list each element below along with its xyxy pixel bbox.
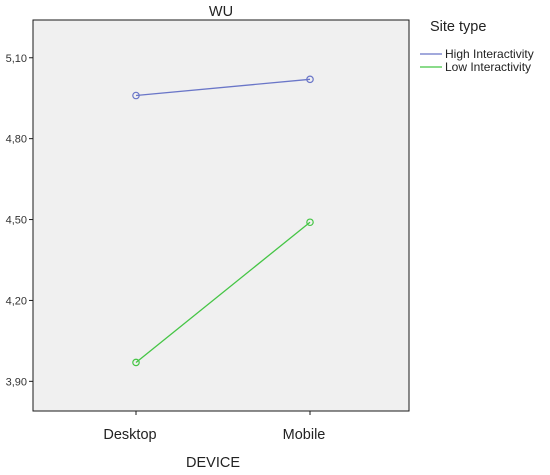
data-point-0-0	[132, 91, 140, 100]
x-ticks: Desktop Mobile	[103, 411, 325, 443]
y-tick-label: 4,20	[6, 295, 27, 307]
plot-area	[32, 19, 410, 412]
chart-title: WU	[209, 4, 233, 20]
data-point-1-1	[306, 218, 314, 227]
x-tick-label: Desktop	[103, 427, 156, 443]
y-tick-label: 4,80	[6, 134, 27, 146]
series-line-1	[135, 221, 311, 363]
series-line-0	[135, 78, 311, 97]
y-tick-label: 4,50	[6, 215, 27, 227]
data-point-0-1	[306, 75, 314, 84]
x-axis-title: DEVICE	[186, 455, 240, 471]
y-tick-label: 3,90	[6, 376, 27, 388]
y-tick-label: 5,10	[6, 53, 27, 65]
x-tick-label: Mobile	[283, 427, 326, 443]
legend-label-0: High Interactivity	[445, 47, 534, 61]
data-point-1-0	[132, 358, 140, 367]
y-ticks: 3,90 4,20 4,50 4,80 5,10	[6, 53, 33, 388]
legend-title: Site type	[430, 19, 486, 35]
legend-label-1: Low Interactivity	[445, 60, 531, 74]
series-lines	[132, 75, 314, 367]
